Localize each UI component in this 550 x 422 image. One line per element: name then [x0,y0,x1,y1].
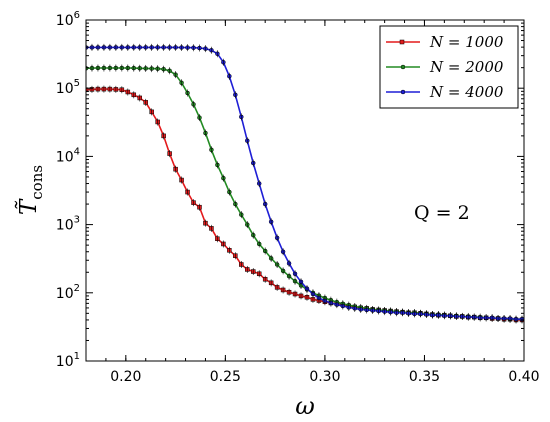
annotation-q: Q = 2 [414,202,470,224]
y-tick-label: 101 [56,351,80,370]
y-tick-label: 103 [56,215,80,234]
legend: N = 1000 N = 2000 N = 4000 [379,25,519,109]
legend-marker [400,89,406,95]
y-tick-label: 106 [56,10,80,29]
x-tick-label: 0.30 [309,369,340,385]
legend-marker [400,64,406,70]
axes-layer: 0.20 0.25 0.30 0.35 0.40 101 102 103 104 105 106 [56,10,540,385]
plot-frame [85,19,525,362]
x-tick-label: 0.35 [409,369,440,385]
y-tick-label: 102 [56,283,80,302]
series-layer [86,43,524,324]
data-point [86,87,89,92]
x-tick-label: 0.40 [508,369,539,385]
y-axis-label-subscript: cons [28,165,46,200]
y-axis-label-group: T̃cons [16,165,46,215]
y-tick-label: 105 [56,78,80,97]
legend-label: N = 1000 [429,33,504,51]
legend-label: N = 2000 [429,58,504,76]
legend-label: N = 4000 [429,83,504,101]
y-tick-label: 104 [56,146,80,165]
y-axis-label: T̃ [16,198,42,215]
x-tick-label: 0.25 [210,369,241,385]
legend-marker [399,39,405,45]
x-tick-label: 0.20 [110,369,141,385]
svg-text:T̃cons: T̃cons [16,165,46,215]
x-axis-label: ω [295,392,315,420]
